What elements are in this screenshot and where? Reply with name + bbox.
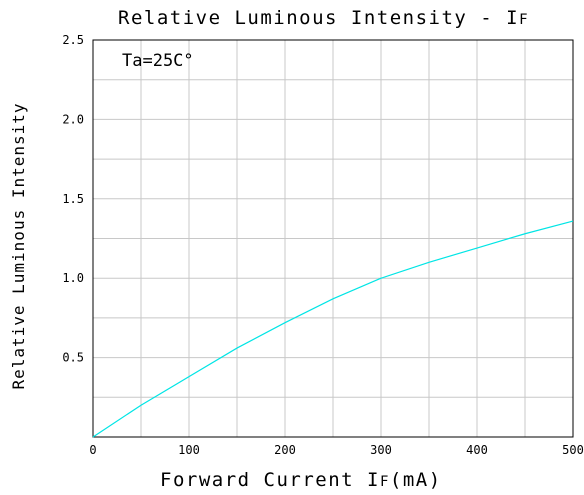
chart-title: Relative Luminous Intensity - IF [118,7,529,29]
x-tick-label: 200 [274,443,296,457]
series-line [92,220,574,438]
y-axis-label: Relative Luminous Intensity [9,102,28,389]
temperature-annotation: Ta=25C° [122,51,194,71]
x-tick-label: 0 [89,443,96,457]
plot-frame [92,39,574,438]
y-tick-label: 1.0 [62,271,84,285]
x-tick-label: 500 [562,443,584,457]
y-tick-label: 2.0 [62,112,84,126]
y-tick-label: 2.5 [62,33,84,47]
x-tick-label: 400 [466,443,488,457]
y-tick-label: 0.5 [62,351,84,365]
x-tick-label: 300 [370,443,392,457]
grid [93,40,573,437]
x-tick-label: 100 [178,443,200,457]
x-axis-label: Forward Current IF(mA) [160,469,442,491]
y-tick-label: 1.5 [62,192,84,206]
